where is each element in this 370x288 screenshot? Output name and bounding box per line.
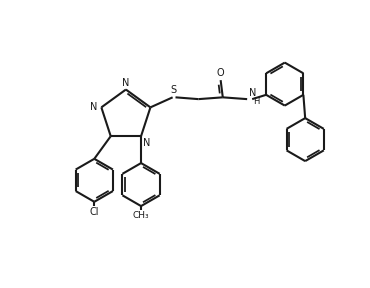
Text: Cl: Cl [90,207,99,217]
Text: N: N [249,88,256,98]
Text: H: H [253,98,260,107]
Text: CH₃: CH₃ [133,211,149,220]
Text: S: S [170,85,176,95]
Text: N: N [143,138,150,148]
Text: N: N [90,102,98,112]
Text: O: O [216,68,224,78]
Text: N: N [122,78,130,88]
